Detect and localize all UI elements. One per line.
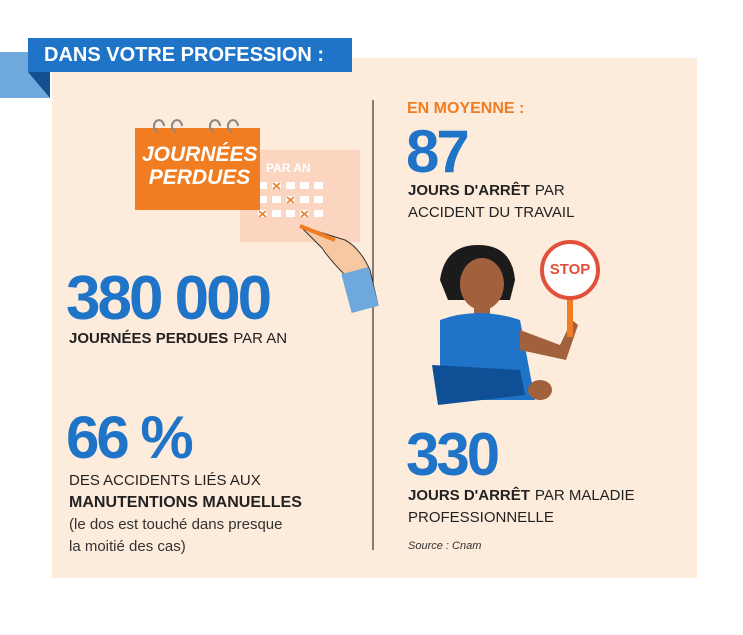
stat-label-text: PAR AN [233,330,288,347]
stat-label-text: PAR MALADIE [534,487,635,504]
calendar-title: JOURNÉES PERDUES [142,143,258,189]
stat-number: 66 % [66,404,194,471]
stat-label-line: ACCIDENT DU TRAVAIL [408,204,575,221]
banner-fold-shadow [28,72,50,98]
calendar-illustration [135,119,379,313]
stop-sign [540,240,600,300]
calendar-subtitle: PAR AN [266,161,311,175]
face [460,258,504,310]
source: Source : Cnam [408,540,482,552]
sleeve [341,267,379,313]
stat-label-text: PAR [534,182,565,199]
note-line: (le dos est touché dans presque [69,516,283,533]
stat-number: 330 [406,421,500,488]
calendar-cover [135,128,260,210]
stat-line-bold: MANUTENTIONS MANUELLES [69,494,302,511]
stat-label-bold: JOURS D'ARRÊT [408,182,530,199]
stat-label-bold: JOURS D'ARRÊT [408,487,530,504]
stat-number: 380 000 [66,264,272,333]
header-title: DANS VOTRE PROFESSION : [44,44,325,66]
worker-illustration [432,240,600,405]
note-line: la moitié des cas) [69,538,186,555]
stat-label: JOURNÉES PERDUES PAR AN [69,328,287,350]
stat-label-bold: JOURNÉES PERDUES [69,330,229,347]
stat-number: 87 [406,118,470,185]
arm-right [520,320,578,360]
calendar-rings [153,119,239,133]
hand-left [528,380,552,400]
banner [28,38,352,72]
sign-pole [567,292,573,337]
stop-label: STOP [549,261,591,278]
stat-label: JOURS D'ARRÊT PAR MALADIE [408,485,635,507]
stat-label-line: PROFESSIONNELLE [408,509,554,526]
calendar-crosses [258,182,309,218]
pencil [299,224,336,242]
stat-label: JOURS D'ARRÊT PAR [408,180,565,202]
sling [432,365,525,405]
intro: EN MOYENNE : [407,100,525,117]
stat-line: DES ACCIDENTS LIÉS AUX [69,472,261,489]
